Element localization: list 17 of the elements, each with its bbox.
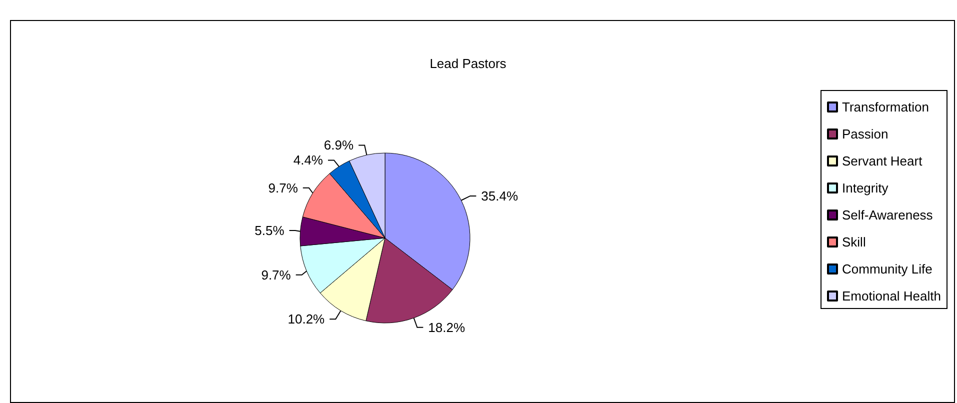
data-label: 18.2% (428, 320, 466, 335)
legend-label: Community Life (842, 262, 932, 276)
legend-label: Passion (842, 126, 888, 142)
legend-label: Skill (842, 234, 866, 250)
data-label: 9.7% (261, 267, 292, 282)
data-label: 10.2% (288, 312, 326, 327)
data-label: 4.4% (293, 152, 324, 168)
legend-label: Self-Awareness (842, 208, 934, 222)
data-label: 9.7% (268, 180, 298, 196)
legend-label: Transformation (842, 100, 929, 114)
chart-title: Lead Pastors (430, 56, 507, 71)
legend-label: Servant Heart (842, 154, 923, 168)
data-label: 6.9% (324, 138, 354, 153)
legend-label: Emotional Health (842, 288, 941, 304)
data-label: 35.4% (481, 188, 518, 204)
data-label: 5.5% (254, 223, 285, 238)
legend-label: Integrity (842, 180, 889, 196)
